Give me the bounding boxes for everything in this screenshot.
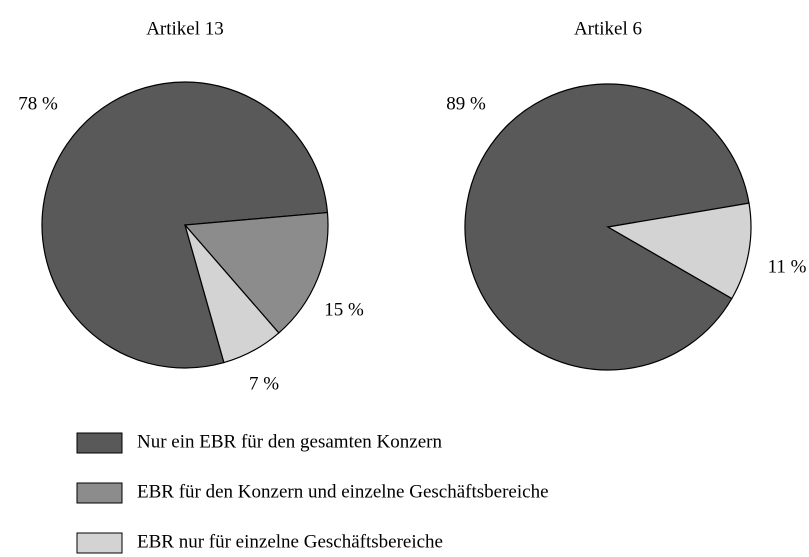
data-label: 15 % [324, 299, 364, 320]
legend-label: EBR für den Konzern und einzelne Geschäf… [137, 481, 549, 502]
data-label: 11 % [768, 256, 807, 277]
data-label: 78 % [18, 93, 58, 114]
legend-label: EBR nur für einzelne Geschäftsbereiche [137, 531, 443, 552]
data-label: 89 % [446, 93, 486, 114]
legend-label: Nur ein EBR für den gesamten Konzern [137, 431, 442, 452]
pie-slice [606, 202, 752, 300]
legend-swatch [76, 482, 123, 504]
legend-swatch [76, 432, 123, 454]
data-label: 7 % [249, 373, 279, 394]
chart-title: Artikel 6 [574, 18, 642, 39]
pie-slice [184, 224, 280, 364]
legend-swatch [76, 532, 123, 554]
pie-slice [183, 211, 329, 334]
chart-title: Artikel 13 [146, 18, 224, 39]
